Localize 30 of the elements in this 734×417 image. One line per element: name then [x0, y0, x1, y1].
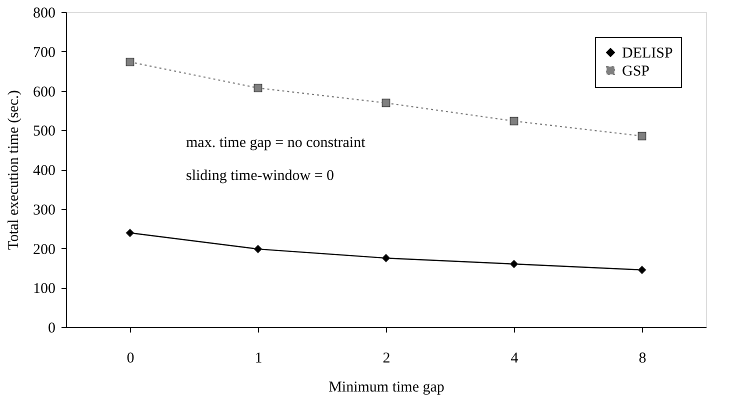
point [382, 254, 390, 262]
point [126, 228, 134, 238]
x-tick-label: 8 [638, 350, 646, 366]
y-tick-label: 100 [33, 281, 56, 298]
legend-label: DELISP [622, 46, 673, 62]
y-tick-label: 400 [33, 163, 56, 179]
annotation: sliding time-window = 0 [186, 168, 334, 184]
y-tick-label: 600 [33, 84, 56, 100]
x-tick-label: 4 [510, 350, 519, 366]
y-tick-label: 800 [33, 6, 56, 22]
point [638, 266, 646, 274]
point [254, 244, 262, 254]
y-tick-label: 0 [48, 320, 56, 336]
x-tick-label: 2 [382, 350, 390, 366]
point [382, 98, 390, 108]
point [126, 58, 134, 66]
y-tick-label: 700 [33, 44, 56, 61]
point [510, 116, 518, 126]
point [510, 260, 518, 268]
x-tick-label: 0 [126, 350, 134, 366]
x-axis-title: Minimum time gap [328, 380, 444, 396]
y-axis-title: Total execution time (sec.) [6, 90, 22, 250]
y-tick-label: 300 [33, 202, 56, 218]
legend-label: GSP [622, 64, 650, 80]
point [638, 132, 646, 140]
annotation: max. time gap = no constraint [186, 135, 366, 151]
point [254, 84, 262, 92]
x-tick-label: 1 [254, 350, 262, 366]
y-tick-label: 200 [33, 242, 56, 258]
y-tick-label: 500 [33, 124, 56, 140]
